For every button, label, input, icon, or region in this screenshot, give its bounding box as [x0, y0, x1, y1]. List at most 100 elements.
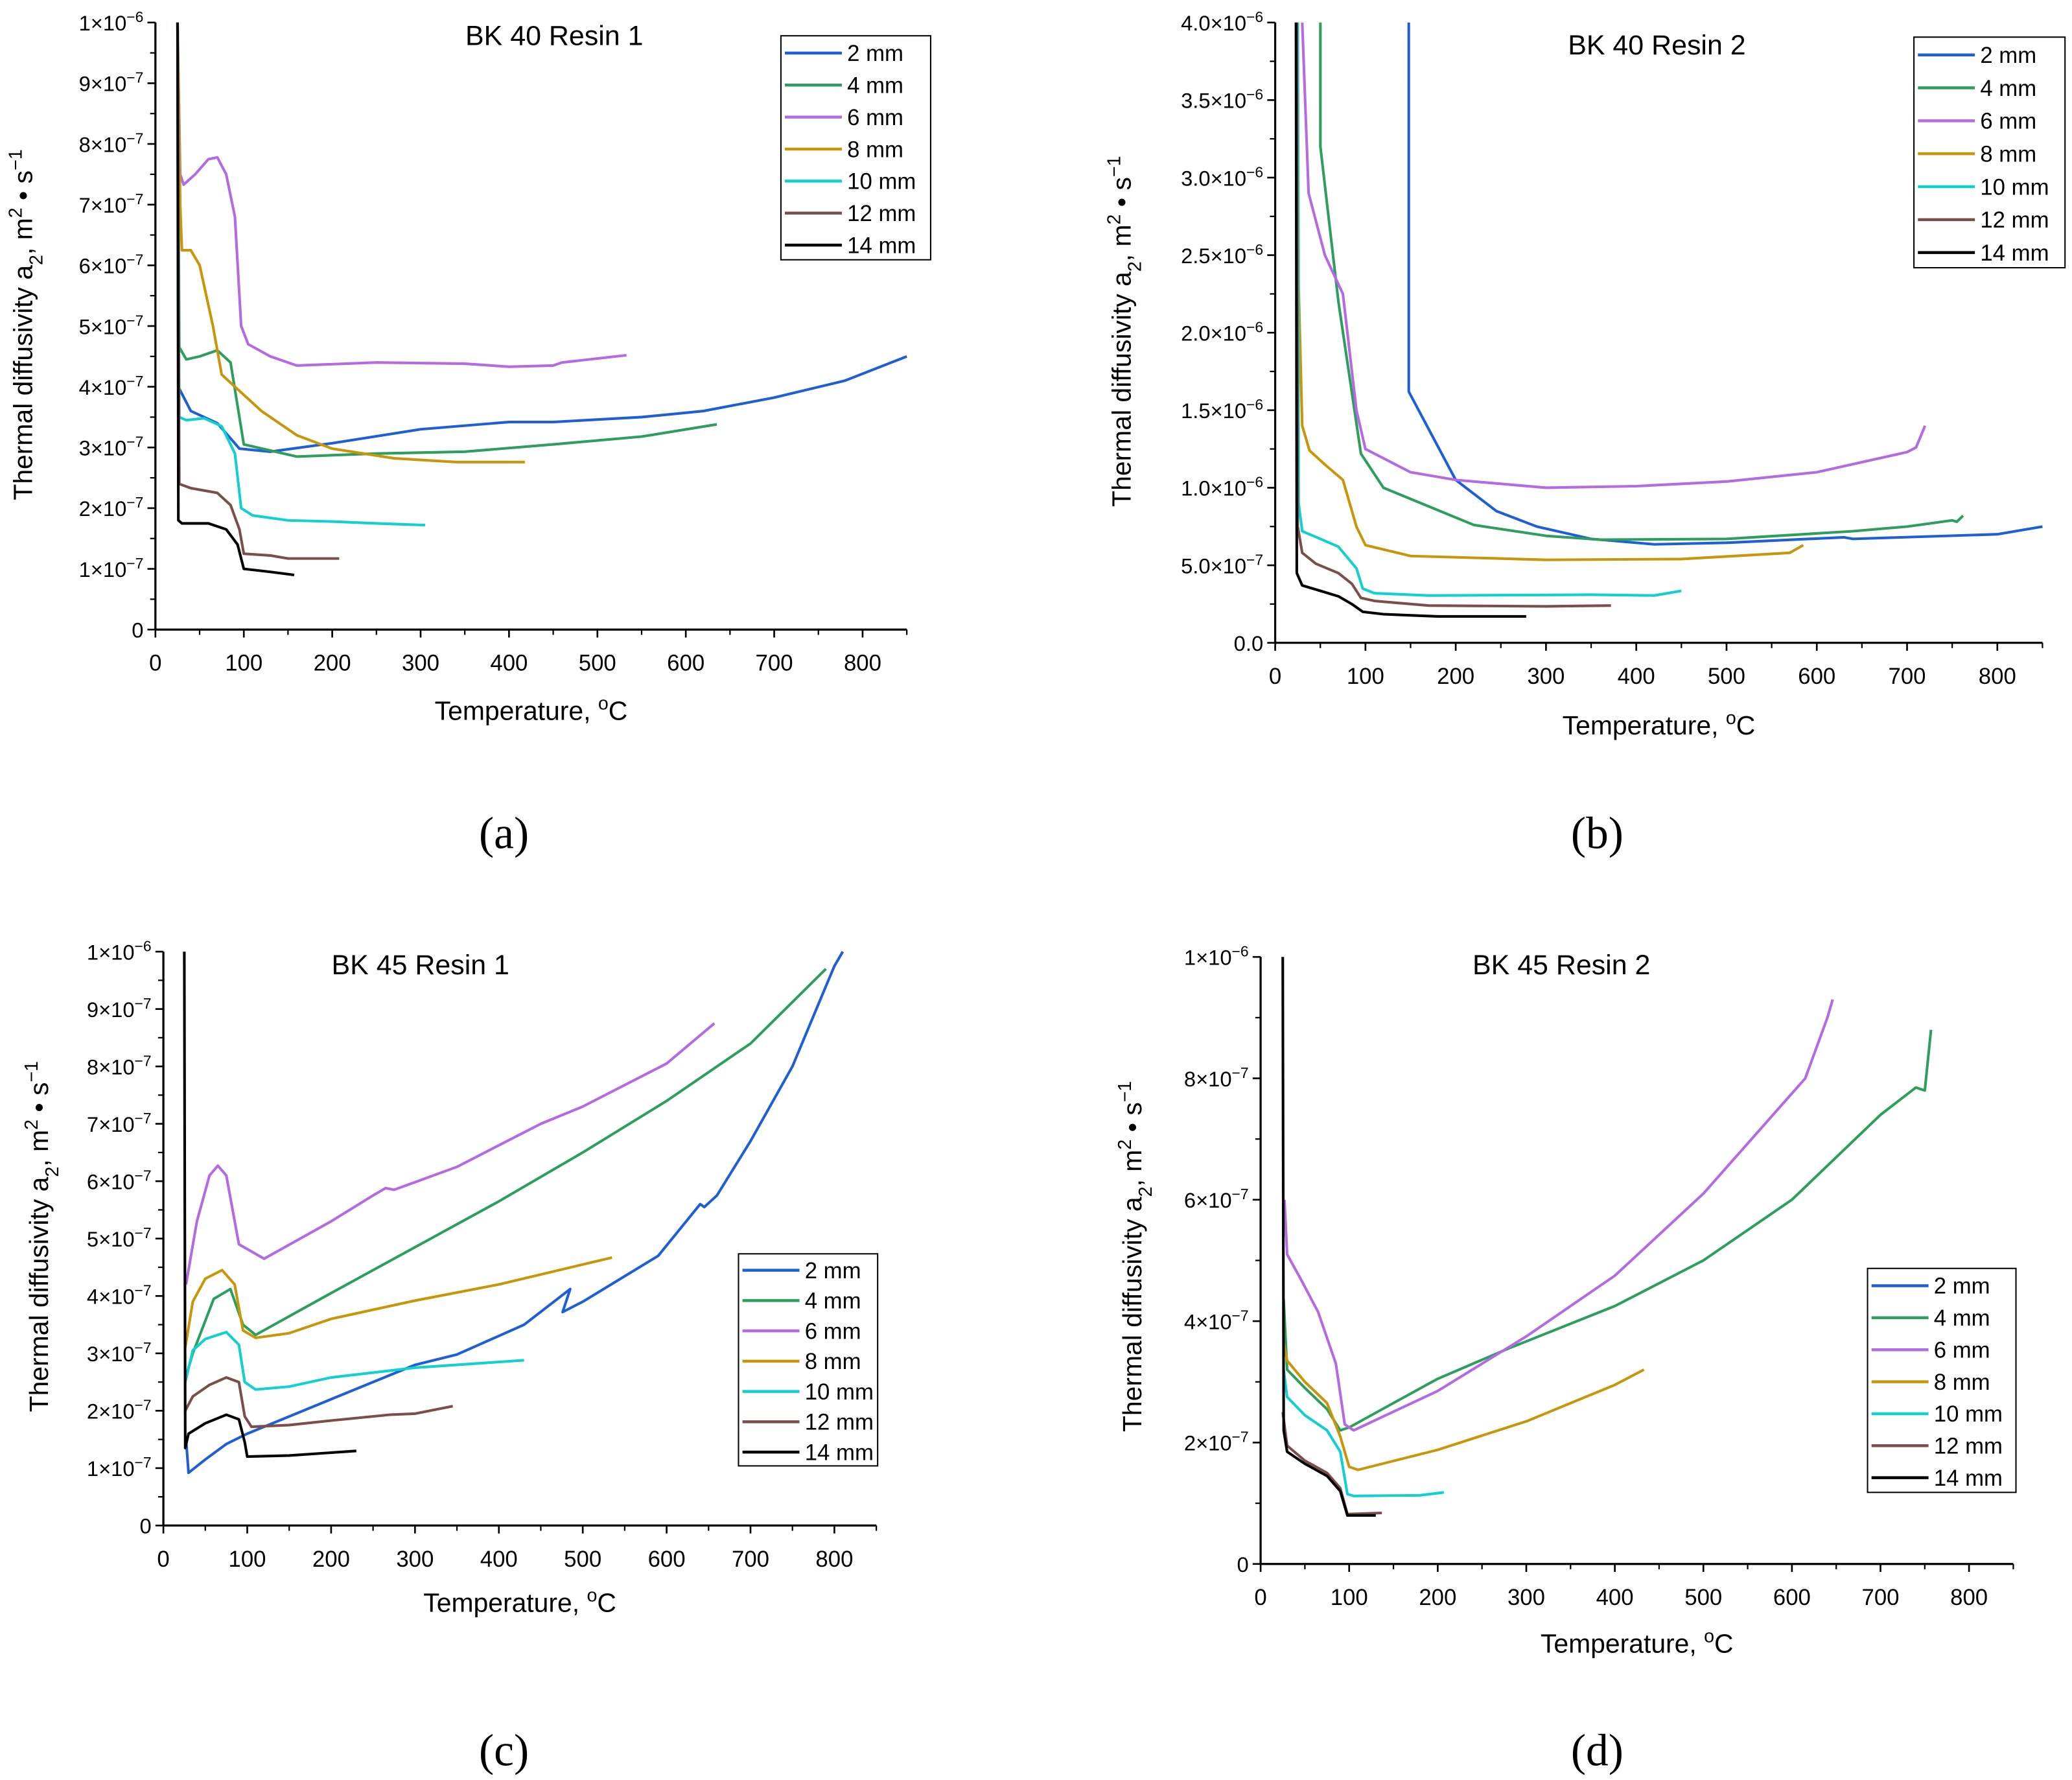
chart-panel-b: 0 100 200 300 400 500 600 700 800 0.0 5.0×10−7 1.0×… — [1104, 8, 2066, 859]
y-tick-exponent: −7 — [135, 1167, 152, 1184]
y-tick-exponent: −7 — [126, 191, 143, 207]
y-tick-exponent: −6 — [1246, 241, 1263, 258]
series-line-8-mm — [1282, 1342, 1645, 1471]
y-tick-label: 6×10−7 — [79, 252, 144, 278]
series-line-6-mm — [176, 22, 627, 368]
series-line-6-mm — [1283, 999, 1834, 1432]
x-tick-label: 300 — [1527, 664, 1565, 689]
legend-label: 4 mm — [1934, 1306, 1990, 1331]
series-line-10-mm — [183, 1331, 524, 1391]
series-line-10-mm — [1296, 22, 1682, 597]
label-part: 2 — [1135, 1186, 1156, 1197]
x-tick-label: 0 — [1269, 664, 1281, 689]
y-tick-label: 9×10−7 — [79, 69, 144, 96]
label-part: • s — [1117, 1102, 1147, 1139]
y-tick-base: 8×10 — [1184, 1067, 1232, 1091]
y-tick-label: 0 — [139, 1514, 151, 1538]
x-tick-label: 300 — [396, 1547, 434, 1572]
y-tick-exponent: −7 — [135, 1282, 152, 1299]
series-line-4-mm — [1282, 1029, 1933, 1432]
y-tick-base: 2×10 — [1184, 1431, 1232, 1455]
y-tick-label: 3×10−7 — [79, 434, 144, 460]
y-tick-exponent: −6 — [1246, 86, 1263, 103]
label-part: −1 — [6, 149, 27, 170]
y-tick-exponent: −7 — [1232, 1429, 1249, 1446]
label-part: Temperature, — [435, 696, 598, 725]
series-line-8-mm — [1296, 22, 1804, 561]
legend-label: 10 mm — [805, 1380, 874, 1405]
series-line-2-mm — [176, 22, 907, 453]
legend-label: 12 mm — [805, 1411, 874, 1435]
x-tick-label: 200 — [1437, 664, 1474, 689]
x-tick-label: 200 — [314, 651, 351, 676]
x-tick-label: 100 — [1347, 664, 1384, 689]
y-tick-label: 3.5×10−6 — [1181, 86, 1263, 113]
y-tick-base: 7×10 — [87, 1112, 135, 1136]
y-tick-label: 3.0×10−6 — [1181, 163, 1263, 190]
series-group — [1294, 22, 2043, 618]
y-tick-base: 1×10 — [87, 940, 135, 964]
label-part: C — [609, 696, 628, 725]
y-tick-label: 1.0×10−6 — [1181, 474, 1263, 500]
chart-panel-a: 0 100 200 300 400 500 600 700 80001×10−72×10−73×… — [6, 8, 931, 859]
legend-label: 10 mm — [1934, 1402, 2003, 1427]
label-part: 2 — [6, 207, 27, 218]
y-tick-base: 2×10 — [79, 497, 127, 521]
y-tick-base: 0 — [139, 1514, 151, 1538]
y-tick-label: 0 — [132, 618, 143, 642]
y-axis-label: Thermal diffusivity a2, m2 • s−1 — [21, 1061, 63, 1412]
label-part: C — [1736, 710, 1756, 740]
y-tick-exponent: −6 — [1246, 163, 1263, 180]
legend-label: 12 mm — [847, 202, 916, 226]
y-tick-exponent: −6 — [1246, 396, 1263, 413]
y-tick-base: 4×10 — [79, 375, 127, 399]
panel-label: (c) — [479, 1726, 529, 1776]
legend: 2 mm 4 mm 6 mm 8 mm 10 mm 12 mm 14 mm — [1913, 36, 2066, 269]
y-tick-label: 8×10−7 — [87, 1052, 152, 1079]
y-tick-base: 0.0 — [1234, 631, 1263, 655]
x-tick-label: 700 — [732, 1547, 769, 1572]
legend-label: 14 mm — [847, 233, 916, 258]
series-line-12-mm — [184, 1376, 454, 1429]
y-tick-base: 2.5×10 — [1181, 244, 1246, 268]
x-axis-label: Temperature, oC — [1541, 1626, 1734, 1659]
series-line-14-mm — [1294, 22, 1526, 618]
y-axis-label: Thermal diffusivity a2, m2 • s−1 — [1104, 156, 1146, 506]
y-tick-label: 1×10−6 — [79, 8, 144, 35]
x-tick-label: 100 — [1331, 1586, 1368, 1610]
y-tick-base: 5.0×10 — [1181, 554, 1246, 578]
legend-label: 6 mm — [847, 106, 903, 130]
y-tick-exponent: −7 — [126, 312, 143, 329]
y-tick-exponent: −7 — [135, 1110, 152, 1127]
y-tick-base: 0 — [1237, 1552, 1248, 1576]
y-tick-label: 7×10−7 — [87, 1110, 152, 1136]
x-tick-label: 500 — [579, 651, 616, 676]
label-part: 2 — [42, 1167, 63, 1177]
series-line-12-mm — [1281, 1412, 1382, 1516]
y-tick-label: 2.0×10−6 — [1181, 318, 1263, 345]
x-tick-label: 700 — [1862, 1586, 1900, 1610]
y-tick-label: 2.5×10−6 — [1181, 241, 1263, 268]
series-line-10-mm — [1282, 1369, 1445, 1497]
x-tick-label: 0 — [157, 1547, 169, 1572]
y-tick-base: 3.0×10 — [1181, 166, 1246, 190]
legend-label: 14 mm — [1980, 241, 2049, 266]
label-part: • s — [24, 1083, 54, 1119]
y-tick-label: 5×10−7 — [79, 312, 144, 338]
chart-panel-d: 0 100 200 300 400 500 600 700 80002×10−74×10−76×… — [1115, 943, 2017, 1776]
panel-label: (b) — [1571, 809, 1624, 859]
y-tick-label: 0 — [1237, 1552, 1248, 1576]
series-line-8-mm — [176, 22, 525, 463]
y-tick-label: 4.0×10−6 — [1181, 8, 1263, 35]
x-axis-label: Temperature, oC — [1563, 708, 1756, 740]
y-tick-base: 6×10 — [79, 254, 127, 278]
x-axis-label: Temperature, oC — [435, 693, 628, 725]
y-tick-exponent: −6 — [1246, 474, 1263, 491]
label-part: Thermal diffusivity a — [1117, 1197, 1147, 1432]
y-tick-exponent: −6 — [1246, 8, 1263, 25]
y-tick-label: 7×10−7 — [79, 191, 144, 217]
y-tick-base: 8×10 — [87, 1055, 135, 1079]
y-tick-exponent: −7 — [135, 1052, 152, 1069]
legend-label: 14 mm — [805, 1440, 874, 1465]
label-part: , m — [24, 1130, 54, 1167]
